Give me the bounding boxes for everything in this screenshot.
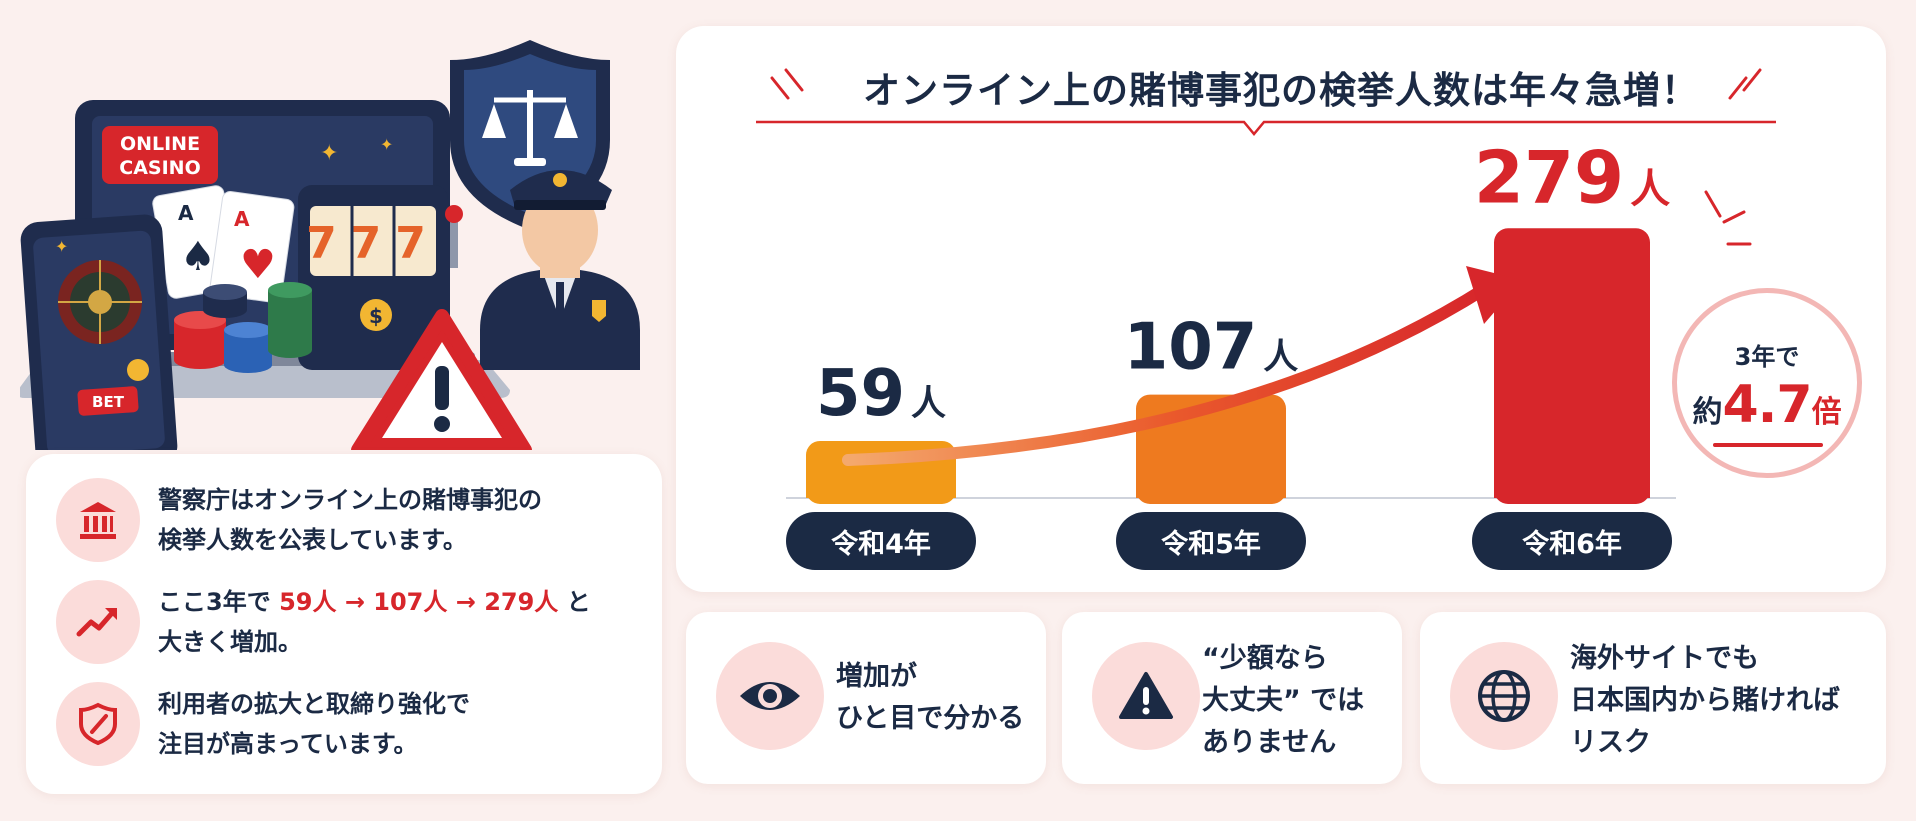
trend-up-icon [56,580,140,664]
category-label-2: 令和5年 [1116,512,1306,570]
info-item-line1: 警察庁はオンライン上の賭博事犯の [158,486,542,514]
info-item: 利用者の拡大と取締り強化で 注目が高まっています。 [56,682,646,766]
summary-prefix: 約 [1692,395,1723,430]
note-card: 増加が ひと目で分かる [686,612,1046,784]
burst-accent-icon [1704,190,1752,246]
svg-text:♥: ♥ [240,242,276,288]
slot-machine-icon: 777 $ [298,185,463,370]
note-line3: ありません [1202,727,1337,758]
note-card: 海外サイトでも 日本国内から賭ければ リスク [1420,612,1886,784]
info-card: 警察庁はオンライン上の賭博事犯の 検挙人数を公表しています。 ここ3年で 59人… [26,454,662,794]
note-card: “少額なら 大丈夫” では ありません [1062,612,1402,784]
eye-icon [716,642,824,750]
info-item-line2: 大きく増加。 [158,628,302,656]
police-officer-icon [480,170,640,370]
svg-text:A: A [178,201,194,225]
note-line1: “少額なら [1202,643,1328,674]
note-line1: 増加が [836,661,917,692]
summary-value: 4.7 [1722,375,1812,435]
globe-icon [1450,642,1558,750]
category-label-3: 令和6年 [1472,512,1672,570]
chart-title: オンライン上の賭博事犯の検挙人数は年々急増！ [863,69,1699,112]
note-line2: 日本国内から賭ければ [1570,685,1840,716]
phone-bet-button-label: BET [92,393,125,411]
bar-value-label-3: 279 人 [1474,135,1670,219]
bank-building-icon [56,478,140,562]
laptop-sign-line1: ONLINE [120,133,200,155]
category-label-1: 令和4年 [786,512,976,570]
summary-badge: 3年で 約4.7倍 [1672,288,1862,478]
svg-text:✦: ✦ [55,237,68,256]
note-line1: 海外サイトでも [1570,643,1759,674]
info-item-prefix: ここ3年で [158,588,280,616]
bar-base-2 [1136,484,1286,498]
title-underline [756,120,1776,136]
illustration: ONLINE CASINO ✦ ✦ ✦ A ♠ A ♥ 777 $ [20,40,640,450]
svg-text:A: A [234,207,250,231]
summary-top: 3年で [1734,343,1800,371]
note-line2: 大丈夫” では [1202,685,1365,716]
bar-value-label-1: 59 人 [816,357,946,431]
note-line3: リスク [1570,727,1651,758]
info-item-line2: 検挙人数を公表しています。 [158,526,467,554]
info-item-line1: 利用者の拡大と取締り強化で [158,690,470,718]
warning-icon [1092,642,1200,750]
note-line2: ひと目で分かる [836,703,1025,734]
chart-card: 59 人 107 人 279 人 オンライン上の賭博事犯の検挙人数は年々急増！ 令和4年 令… [676,26,1886,592]
bar-base-1 [806,484,956,498]
bar-chart: 59 人 107 人 279 人 [756,68,1776,505]
svg-text:✦: ✦ [380,135,393,154]
poker-chips-icon [174,282,312,373]
summary-suffix: 倍 [1811,395,1842,430]
info-item: 警察庁はオンライン上の賭博事犯の 検挙人数を公表しています。 [56,478,646,562]
shield-check-icon [56,682,140,766]
warning-triangle-icon [351,309,532,450]
slot-digits: 777 [306,218,440,269]
smartphone-roulette-icon: ✦ BET [20,214,178,450]
svg-text:♠: ♠ [180,234,216,280]
summary-underline [1713,443,1823,447]
coin-symbol: $ [369,304,383,328]
info-item-line2: 注目が高まっています。 [158,730,418,758]
bar-base-3 [1494,484,1650,498]
info-item: ここ3年で 59人 → 107人 → 279人 と 大きく増加。 [56,580,646,664]
title-accent-icon [770,68,1762,100]
info-item-suffix: と [558,588,591,616]
trend-arrow [842,282,1492,466]
trend-arrow-head [1466,266,1522,324]
svg-text:✦: ✦ [320,141,338,166]
bar-value-label-2: 107 人 [1124,311,1299,385]
laptop-sign-line2: CASINO [119,157,200,179]
bar-3 [1494,228,1650,505]
info-item-highlight: 59人 → 107人 → 279人 [279,588,559,616]
playing-cards-icon: A ♠ A ♥ [152,185,295,303]
